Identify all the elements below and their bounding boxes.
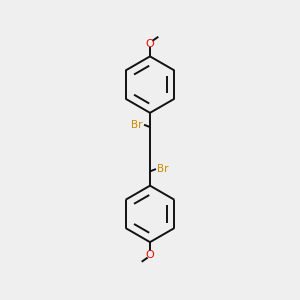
Text: Br: Br <box>157 164 169 174</box>
Text: O: O <box>146 39 154 49</box>
Text: O: O <box>146 250 154 260</box>
Text: Br: Br <box>131 120 143 130</box>
